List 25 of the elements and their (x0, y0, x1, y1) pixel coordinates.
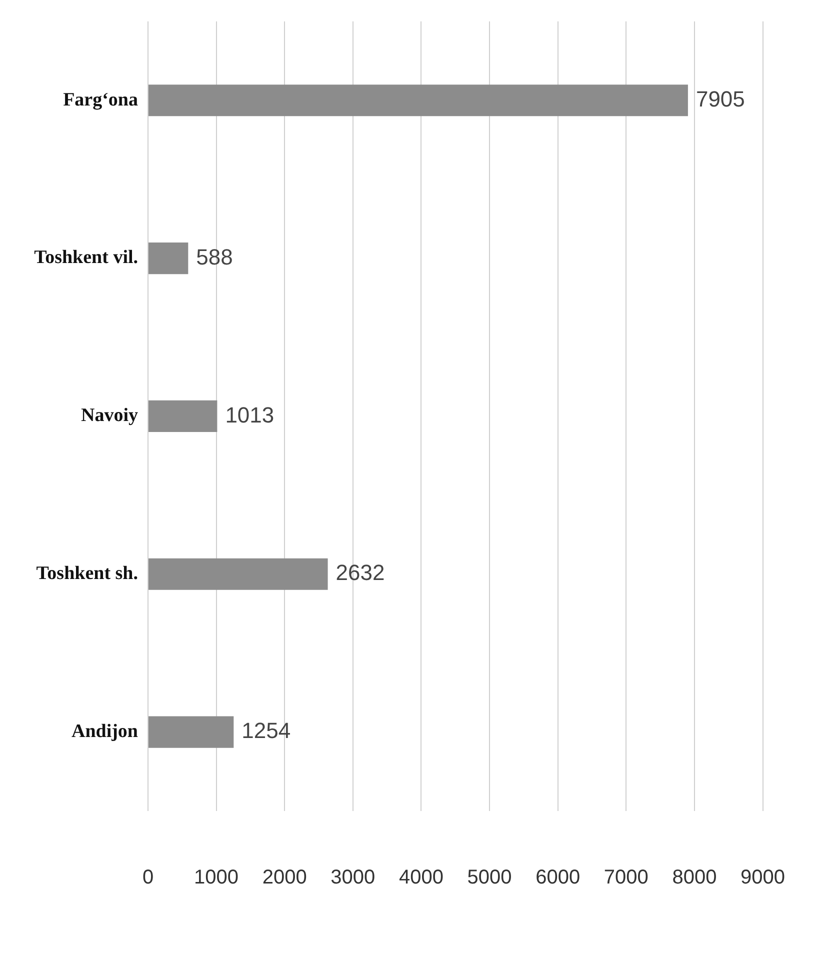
x-tick-label: 5000 (467, 866, 512, 889)
x-tick-label: 7000 (604, 866, 648, 889)
x-tick-label: 3000 (330, 866, 376, 889)
data-label: 2632 (336, 560, 385, 586)
bar (148, 716, 234, 748)
data-label: 1013 (225, 402, 274, 428)
data-label: 7905 (696, 86, 745, 112)
y-tick-label: Andijon (71, 720, 138, 742)
bar (148, 558, 328, 590)
data-label: 1254 (242, 718, 291, 744)
x-tick-label: 4000 (398, 866, 444, 889)
bar (148, 400, 218, 432)
x-tick-label: 2000 (262, 866, 307, 889)
y-tick-label: Fargʻona (63, 89, 138, 110)
y-tick-label: Navoiy (81, 405, 138, 426)
bar (148, 84, 688, 116)
x-tick-label: 8000 (672, 866, 717, 889)
data-label: 588 (196, 244, 233, 270)
bar (148, 242, 188, 274)
y-tick-label: Toshkent vil. (34, 247, 138, 268)
y-tick-label: Toshkent sh. (36, 563, 138, 584)
x-tick-label: 9000 (740, 866, 786, 889)
x-tick-label: 6000 (536, 866, 580, 889)
x-tick-label: 0 (142, 866, 154, 889)
x-tick-label: 1000 (194, 866, 239, 889)
